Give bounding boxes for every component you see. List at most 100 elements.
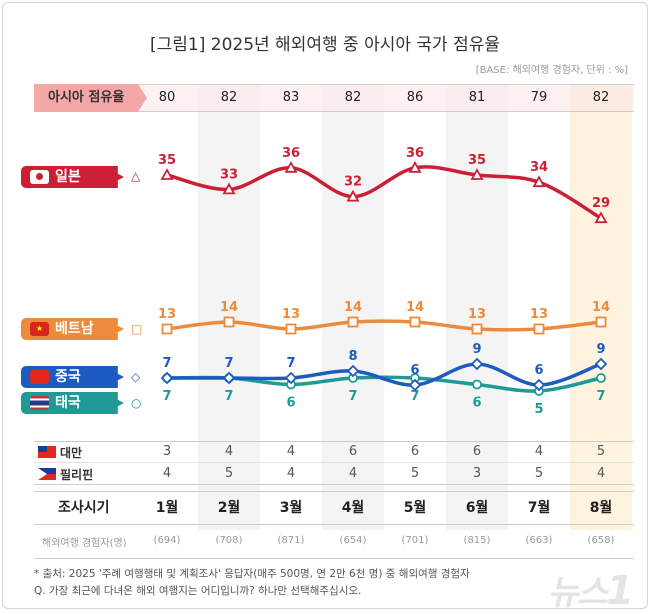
base-note: [BASE: 해외여행 경험자, 단위 : %] [475,65,628,76]
data-label: 5 [534,402,543,417]
data-point [161,323,173,335]
data-point [223,316,235,328]
data-point [470,168,484,180]
column-stripe [446,84,508,530]
respondents-value: (871) [277,535,305,546]
data-point [470,357,484,371]
philippines-flag-icon [38,468,56,480]
data-label: 7 [224,356,233,371]
china-flag-icon [30,370,49,384]
month-label: 3월 [279,500,303,516]
respondents-value: (658) [587,535,615,546]
vietnam-flag-icon: ★ [30,322,49,336]
data-label: 9 [596,342,605,357]
data-point [222,182,236,195]
share-label: 아시아 점유율 [34,84,147,112]
data-point [285,323,297,335]
data-point [346,364,360,378]
legend-thailand: 태국 [21,392,124,414]
diamond-marker-icon: ◇ [131,370,141,384]
share-value: 79 [530,90,548,105]
divider [34,524,634,525]
data-label: 6 [534,363,543,378]
period-label: 조사시기 [58,500,110,516]
data-point [284,371,298,385]
month-label: 5월 [403,500,427,516]
row-label-taiwan: 대만 [60,446,83,460]
data-label: 29 [592,196,610,211]
data-point [347,316,359,328]
month-label: 2월 [217,500,241,516]
triangle-marker-icon: △ [131,169,141,183]
taiwan-flag-icon [38,446,56,458]
legend-japan: 일본 [21,166,124,188]
data-label: 35 [158,153,176,168]
philippines-value: 4 [348,466,358,481]
data-label: 35 [468,153,486,168]
data-label: 8 [348,349,357,364]
taiwan-value: 6 [472,444,482,459]
data-point [409,316,421,328]
respondents-value: (815) [463,535,491,546]
data-label: 32 [344,175,362,190]
japan-flag-icon [30,170,49,184]
column-stripe [570,84,632,530]
data-label: 14 [592,300,610,315]
data-label: 14 [220,300,238,315]
data-point [408,160,422,173]
data-label: 6 [286,396,295,411]
respondents-label: 해외여행 경험자(명) [42,538,127,549]
data-label: 36 [282,146,300,161]
divider [34,441,634,442]
month-label: 7월 [527,500,551,516]
divider [34,491,634,492]
taiwan-value: 3 [162,444,172,459]
legend-china: 중국 [21,366,124,388]
philippines-value: 4 [286,466,296,481]
taiwan-value: 5 [596,444,606,459]
data-label: 36 [406,146,424,161]
respondents-value: (708) [215,535,243,546]
philippines-value: 4 [162,466,172,481]
respondents-value: (701) [401,535,429,546]
row-label-philippines: 필리핀 [60,468,94,482]
data-label: 33 [220,167,238,182]
respondents-value: (654) [339,535,367,546]
month-label: 1월 [155,500,179,516]
data-label: 7 [348,389,357,404]
data-point [594,211,608,224]
data-point [160,371,174,385]
philippines-value: 5 [410,466,420,481]
data-point [284,160,298,173]
data-label: 6 [410,363,419,378]
data-point [346,189,360,202]
share-value: 86 [406,90,424,105]
data-point [408,378,422,392]
news1-logo: 뉴스1 [547,568,634,614]
data-label: 13 [282,307,300,322]
taiwan-value: 6 [410,444,420,459]
data-point [160,168,174,180]
data-label: 7 [410,389,419,404]
data-label: 13 [530,307,548,322]
divider [34,558,634,559]
data-point [596,373,606,383]
chart-title: [그림1] 2025년 해외여행 중 아시아 국가 점유율 [149,35,500,55]
data-label: 7 [162,389,171,404]
divider [34,462,634,463]
data-label: 14 [406,300,424,315]
data-label: 6 [472,396,481,411]
philippines-value: 3 [472,466,482,481]
month-label: 8월 [589,500,613,516]
taiwan-value: 4 [534,444,544,459]
philippines-value: 5 [224,466,234,481]
thailand-flag-icon [30,396,49,410]
month-label: 4월 [341,500,365,516]
philippines-value: 4 [596,466,606,481]
share-value: 82 [592,90,610,105]
legend-vietnam: ★ 베트남 [21,318,124,340]
data-point [471,323,483,335]
share-value: 82 [220,90,238,105]
data-point [594,357,608,371]
